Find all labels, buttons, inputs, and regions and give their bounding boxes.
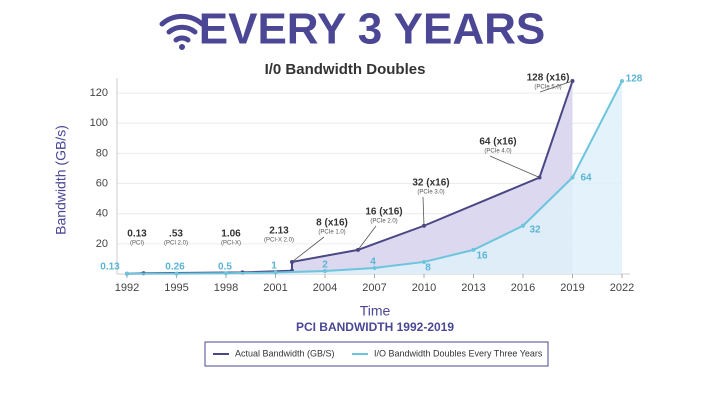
chart-title: EVERY 3 YEARS [199,5,545,54]
data-annotation: (PCI 2.0) [164,241,188,247]
legend-box [204,341,549,367]
data-label: 4 [370,257,376,268]
chart-caption: PCI BANDWIDTH 1992-2019 [296,320,454,334]
point [323,268,327,273]
x-axis-label: Time [360,303,391,319]
data-annotation: (PCI) [130,241,144,247]
data-label: 8 [425,263,431,274]
legend-label: Actual Bandwidth (GB/S) [235,348,335,358]
x-tick-label: 1995 [164,282,188,294]
leader-line [489,155,540,178]
data-annotation: (PCIe 4.0) [484,149,511,155]
y-tick-label: 20 [96,238,108,250]
point [422,259,426,264]
area [127,81,622,274]
data-label: 8 (x16) [316,218,348,229]
point [372,265,377,270]
x-tick-label: 2016 [511,282,535,294]
x-tick-label: 2007 [362,282,386,294]
data-annotation: (PCI-X) [221,241,241,247]
point [471,247,476,252]
y-tick-label: 100 [90,117,108,129]
data-label: 32 (x16) [412,178,449,189]
x-tick-label: 1992 [115,282,139,294]
leader-line [357,225,377,251]
area [127,81,573,274]
wifi-arc [166,24,198,35]
leader-line [291,236,325,263]
wifi-dot [179,44,185,50]
point [521,223,525,228]
x-tick-label: 2010 [412,282,436,294]
data-label: 32 [529,225,541,236]
x-tick-label: 2022 [610,282,634,294]
data-label: 1.06 [221,229,241,240]
data-label: 2 [322,260,328,271]
data-label: .53 [169,229,183,240]
point [125,271,129,276]
x-tick-label: 2004 [313,282,337,294]
data-label: 128 (x16) [527,73,570,84]
x-tick-label: 2013 [461,282,485,294]
point [620,79,624,84]
x-tick-label: 1998 [214,282,238,294]
y-tick-label: 40 [96,208,108,220]
x-tick-label: 2001 [263,282,287,294]
data-label: 64 (x16) [479,137,516,148]
data-annotation: (PCIe 5.0) [534,85,561,91]
data-label: 16 (x16) [365,207,402,218]
wifi-arc [173,35,191,43]
data-label: 64 [580,173,592,184]
data-label: 0.13 [100,262,120,273]
legend-label: I/O Bandwidth Doubles Every Three Years [374,348,543,358]
data-annotation: (PCIe 3.0) [417,190,444,196]
leader-line [539,80,573,93]
x-tick-label: 2019 [560,282,584,294]
wifi-icon [159,13,205,50]
data-annotation: (PCIe 2.0) [370,219,397,225]
y-tick-label: 60 [96,177,108,189]
data-annotation: (PCI-X 2.0) [264,238,294,244]
data-label: 1 [271,261,277,272]
data-label: 128 [626,74,643,85]
point [174,271,179,276]
y-axis-label: Bandwidth (GB/s) [53,125,69,235]
point [273,270,278,275]
wifi-arc [159,13,205,27]
data-label: 16 [476,251,488,262]
point [224,271,228,276]
data-label: 2.13 [269,226,289,237]
chart-subtitle: I/0 Bandwidth Doubles [265,61,426,78]
data-label: 0.26 [165,262,185,273]
data-annotation: (PCIe 1.0) [318,230,345,236]
point [570,175,575,180]
data-label: 0.5 [218,262,232,273]
data-label: 0.13 [127,229,147,240]
y-tick-label: 120 [90,87,108,99]
leader-line [422,196,425,226]
y-tick-label: 80 [96,147,108,159]
